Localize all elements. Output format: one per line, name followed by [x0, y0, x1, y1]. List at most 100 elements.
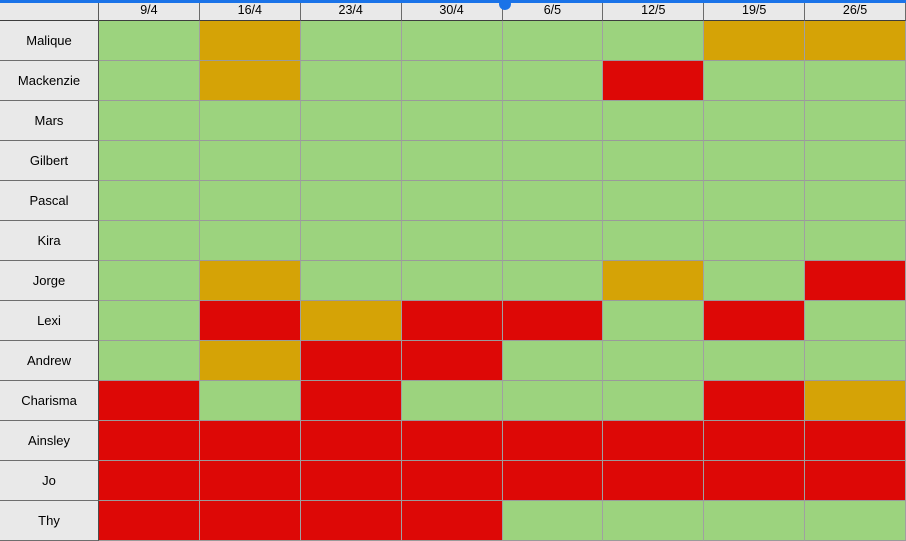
status-cell-red[interactable] [805, 421, 906, 461]
column-header-date[interactable]: 9/4 [99, 0, 200, 21]
status-cell-green[interactable] [704, 101, 806, 141]
status-cell-green[interactable] [704, 341, 806, 381]
status-cell-green[interactable] [805, 61, 906, 101]
status-cell-green[interactable] [603, 221, 705, 261]
status-cell-green[interactable] [99, 221, 200, 261]
status-cell-green[interactable] [805, 341, 906, 381]
column-header-date[interactable]: 23/4 [300, 0, 402, 21]
status-cell-green[interactable] [401, 141, 503, 181]
status-cell-red[interactable] [300, 421, 402, 461]
status-cell-green[interactable] [99, 301, 200, 341]
status-cell-red[interactable] [502, 461, 604, 501]
status-cell-green[interactable] [502, 341, 604, 381]
status-cell-red[interactable] [502, 301, 604, 341]
status-cell-green[interactable] [401, 261, 503, 301]
status-cell-green[interactable] [603, 101, 705, 141]
status-cell-red[interactable] [300, 381, 402, 421]
status-cell-red[interactable] [199, 421, 301, 461]
status-cell-green[interactable] [401, 181, 503, 221]
status-cell-red[interactable] [99, 501, 200, 541]
status-cell-orange[interactable] [603, 261, 705, 301]
status-cell-green[interactable] [300, 181, 402, 221]
column-header-date[interactable]: 6/5 [502, 0, 604, 21]
status-cell-green[interactable] [502, 61, 604, 101]
status-cell-green[interactable] [704, 181, 806, 221]
row-header-name[interactable]: Malique [0, 21, 99, 61]
status-cell-green[interactable] [502, 501, 604, 541]
status-cell-green[interactable] [603, 341, 705, 381]
status-cell-green[interactable] [805, 501, 906, 541]
status-cell-green[interactable] [704, 261, 806, 301]
status-cell-green[interactable] [300, 261, 402, 301]
status-cell-red[interactable] [603, 421, 705, 461]
status-cell-green[interactable] [99, 21, 200, 61]
status-cell-red[interactable] [704, 421, 806, 461]
row-header-name[interactable]: Lexi [0, 301, 99, 341]
status-cell-green[interactable] [99, 101, 200, 141]
status-cell-red[interactable] [805, 461, 906, 501]
row-header-name[interactable]: Mars [0, 101, 99, 141]
status-cell-green[interactable] [199, 381, 301, 421]
status-cell-green[interactable] [704, 61, 806, 101]
status-cell-red[interactable] [401, 461, 503, 501]
status-cell-green[interactable] [502, 261, 604, 301]
row-header-name[interactable]: Jo [0, 461, 99, 501]
column-header-date[interactable]: 19/5 [704, 0, 806, 21]
status-cell-red[interactable] [99, 381, 200, 421]
status-cell-red[interactable] [300, 461, 402, 501]
status-cell-red[interactable] [603, 61, 705, 101]
status-cell-green[interactable] [99, 181, 200, 221]
column-header-date[interactable]: 26/5 [805, 0, 906, 21]
status-cell-green[interactable] [199, 221, 301, 261]
status-cell-green[interactable] [502, 181, 604, 221]
status-cell-green[interactable] [199, 141, 301, 181]
status-cell-red[interactable] [704, 461, 806, 501]
status-cell-red[interactable] [300, 501, 402, 541]
status-cell-green[interactable] [603, 381, 705, 421]
row-header-name[interactable]: Gilbert [0, 141, 99, 181]
status-cell-green[interactable] [603, 301, 705, 341]
status-cell-green[interactable] [704, 221, 806, 261]
row-header-name[interactable]: Mackenzie [0, 61, 99, 101]
row-header-name[interactable]: Pascal [0, 181, 99, 221]
column-header-date[interactable]: 12/5 [603, 0, 705, 21]
status-cell-green[interactable] [99, 341, 200, 381]
status-cell-red[interactable] [401, 341, 503, 381]
status-cell-green[interactable] [199, 101, 301, 141]
status-cell-red[interactable] [199, 301, 301, 341]
status-cell-green[interactable] [603, 21, 705, 61]
status-cell-red[interactable] [300, 341, 402, 381]
status-cell-green[interactable] [99, 141, 200, 181]
status-cell-red[interactable] [704, 381, 806, 421]
status-cell-green[interactable] [300, 221, 402, 261]
status-cell-green[interactable] [603, 141, 705, 181]
status-cell-green[interactable] [502, 141, 604, 181]
status-cell-red[interactable] [401, 501, 503, 541]
status-cell-red[interactable] [401, 301, 503, 341]
status-cell-green[interactable] [300, 21, 402, 61]
status-cell-orange[interactable] [199, 341, 301, 381]
status-cell-green[interactable] [805, 141, 906, 181]
status-cell-green[interactable] [805, 181, 906, 221]
status-cell-green[interactable] [502, 221, 604, 261]
row-header-name[interactable]: Jorge [0, 261, 99, 301]
status-cell-green[interactable] [300, 61, 402, 101]
status-cell-green[interactable] [805, 101, 906, 141]
row-header-name[interactable]: Thy [0, 501, 99, 541]
status-cell-red[interactable] [502, 421, 604, 461]
status-cell-orange[interactable] [199, 261, 301, 301]
status-cell-red[interactable] [401, 421, 503, 461]
status-cell-green[interactable] [401, 221, 503, 261]
status-cell-orange[interactable] [805, 381, 906, 421]
row-header-name[interactable]: Charisma [0, 381, 99, 421]
row-header-name[interactable]: Andrew [0, 341, 99, 381]
status-cell-orange[interactable] [805, 21, 906, 61]
status-cell-green[interactable] [502, 21, 604, 61]
status-cell-orange[interactable] [199, 21, 301, 61]
status-cell-orange[interactable] [704, 21, 806, 61]
status-cell-green[interactable] [401, 21, 503, 61]
status-cell-green[interactable] [300, 101, 402, 141]
status-cell-green[interactable] [603, 181, 705, 221]
status-cell-green[interactable] [401, 101, 503, 141]
column-header-date[interactable]: 16/4 [199, 0, 301, 21]
